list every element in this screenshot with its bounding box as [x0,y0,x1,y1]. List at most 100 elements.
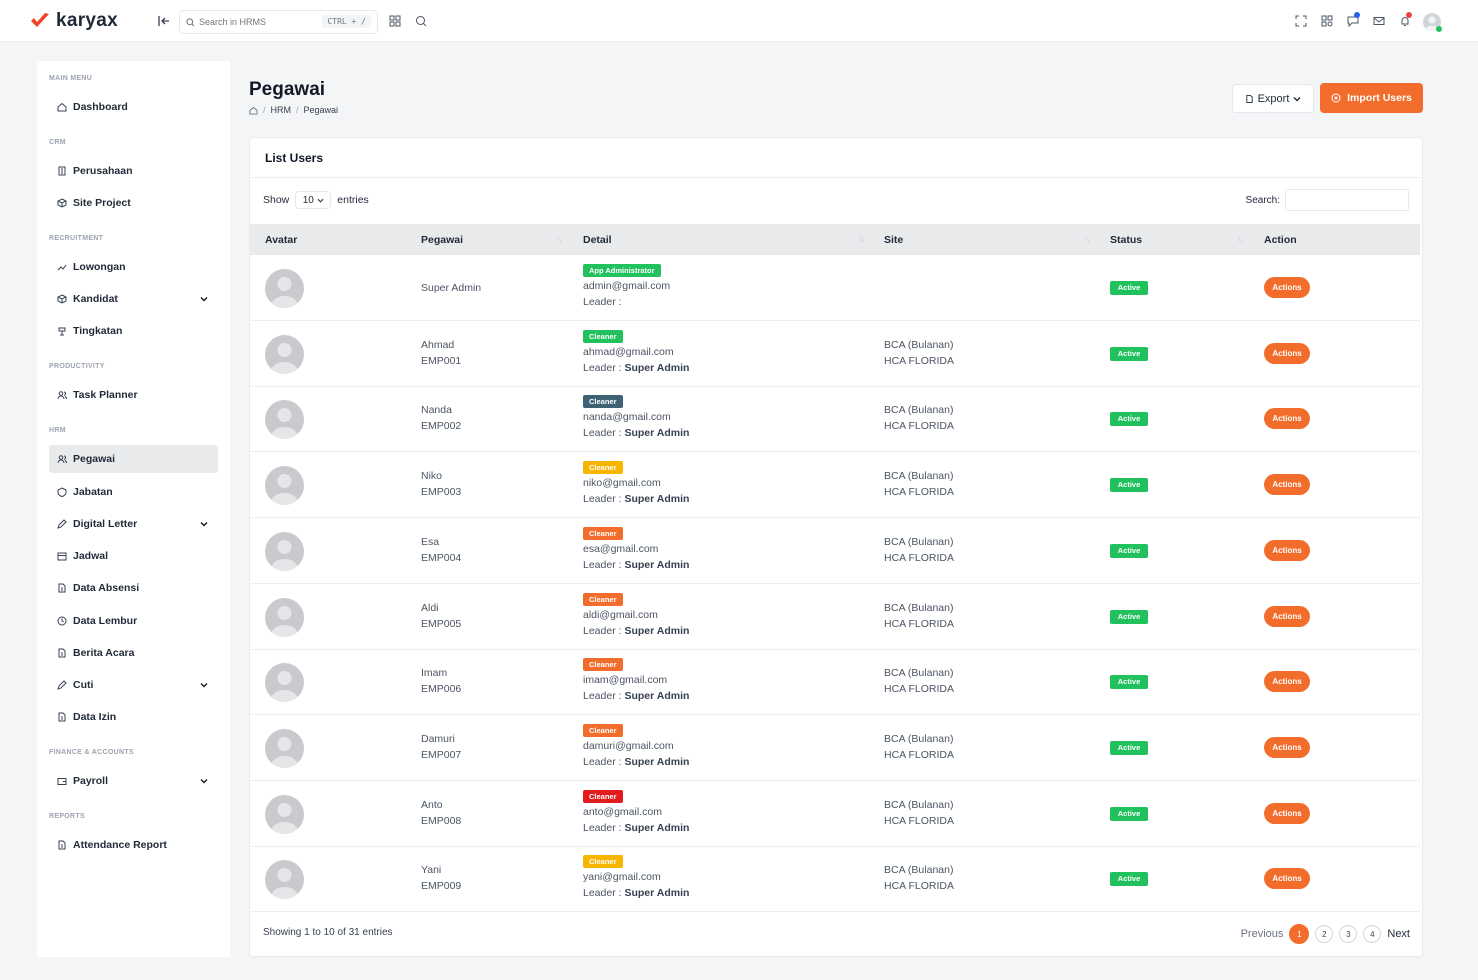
employee-leader: Leader : Super Admin [583,493,690,505]
role-badge: Cleaner [583,855,623,868]
actions-button[interactable]: Actions [1264,474,1310,495]
sidebar-item-jabatan[interactable]: Jabatan [49,478,218,506]
employee-email: esa@gmail.com [583,543,659,555]
employee-id: EMP003 [421,486,462,498]
users-card: List Users Show 10 entries Search: Avata… [249,137,1423,957]
employee-email: aldi@gmail.com [583,609,658,621]
employee-name: Yani [421,864,442,876]
sidebar-item-tingkatan[interactable]: Tingkatan [49,317,218,345]
sort-icon[interactable]: ↑↓ [858,235,865,244]
globe-search-icon[interactable] [415,15,427,27]
sidebar-item-lowongan[interactable]: Lowongan [49,253,218,281]
sidebar-item-berita-acara[interactable]: Berita Acara [49,639,218,667]
sort-icon[interactable]: ↑↓ [1084,235,1091,244]
section-productivity: PRODUCTIVITY [49,363,105,370]
chevron-down-icon [200,297,208,302]
sidebar-item-perusahaan[interactable]: Perusahaan [49,157,218,185]
sidebar-item-cuti[interactable]: Cuti [49,671,218,699]
actions-button[interactable]: Actions [1264,277,1310,298]
employee-id: EMP004 [421,552,462,564]
employee-email: anto@gmail.com [583,806,662,818]
col-action[interactable]: Action [1264,234,1297,246]
employee-name: Niko [421,470,443,482]
actions-button[interactable]: Actions [1264,671,1310,692]
next-button[interactable]: Next [1387,928,1410,940]
sidebar-item-jadwal[interactable]: Jadwal [49,542,218,570]
actions-button[interactable]: Actions [1264,606,1310,627]
site-name: BCA (Bulanan) [884,602,954,614]
entries-select[interactable]: 10 [295,191,332,209]
sidebar-item-data-lembur[interactable]: Data Lembur [49,607,218,635]
bell-icon[interactable] [1399,15,1411,27]
fullscreen-icon[interactable] [1295,15,1307,27]
chat-icon[interactable] [1347,15,1359,27]
mail-icon[interactable] [1373,15,1385,27]
employee-name: Aldi [421,602,439,614]
global-search-input[interactable] [199,17,319,27]
sidebar-item-dashboard[interactable]: Dashboard [49,93,218,121]
site-name: BCA (Bulanan) [884,799,954,811]
edit-icon [57,519,67,529]
avatar [265,598,304,637]
employee-leader: Leader : Super Admin [583,427,690,439]
global-search[interactable]: CTRL + / [179,10,378,34]
sort-icon[interactable]: ↑↓ [556,235,563,244]
sidebar-item-data-izin[interactable]: Data Izin [49,703,218,731]
layout-icon[interactable] [1321,15,1333,27]
employee-id: EMP006 [421,683,462,695]
leader-name: Super Admin [624,625,690,637]
previous-button[interactable]: Previous [1240,928,1284,940]
import-users-button[interactable]: Import Users [1320,83,1423,113]
export-button[interactable]: Export [1232,84,1314,113]
site-location: HCA FLORIDA [884,420,955,432]
sidebar-item-site-project[interactable]: Site Project [49,189,218,217]
apps-grid-icon[interactable] [389,15,401,27]
sidebar-item-data-absensi[interactable]: Data Absensi [49,574,218,602]
pagination: Previous 1 2 3 4 Next [1241,924,1410,944]
status-badge: Active [1110,675,1148,689]
sidebar-item-attendance-report[interactable]: Attendance Report [49,831,218,859]
breadcrumb-pegawai: Pegawai [303,105,339,115]
breadcrumb-hrm[interactable]: HRM [270,105,292,115]
file-icon [1245,94,1253,103]
actions-button[interactable]: Actions [1264,737,1310,758]
col-detail[interactable]: Detail [583,234,612,246]
building-icon [58,166,66,176]
collapse-sidebar-icon[interactable] [157,14,171,28]
actions-button[interactable]: Actions [1264,868,1310,889]
section-hrm: HRM [49,427,66,434]
sidebar-item-task-planner[interactable]: Task Planner [49,381,218,409]
leader-name: Super Admin [624,822,690,834]
page-2-button[interactable]: 2 [1315,925,1334,943]
site-name: BCA (Bulanan) [884,404,954,416]
col-pegawai[interactable]: Pegawai [421,234,464,246]
sidebar-item-kandidat[interactable]: Kandidat [49,285,218,313]
chevron-down-icon [200,522,208,527]
col-status[interactable]: Status [1110,234,1143,246]
employee-name: Damuri [421,733,455,745]
home-icon[interactable] [249,106,258,115]
actions-button[interactable]: Actions [1264,343,1310,364]
site-name: BCA (Bulanan) [884,667,954,679]
page-1-button[interactable]: 1 [1289,924,1310,944]
status-badge: Active [1110,741,1148,755]
clock-icon [57,616,67,626]
employee-email: ahmad@gmail.com [583,346,674,358]
sidebar-item-pegawai[interactable]: Pegawai [49,445,218,473]
actions-button[interactable]: Actions [1264,408,1310,429]
actions-button[interactable]: Actions [1264,540,1310,561]
table-search-input[interactable] [1285,189,1409,211]
card-title: List Users [265,151,324,165]
logo[interactable]: karyax [30,10,118,32]
table-row: Anto EMP008 Cleaner anto@gmail.com Leader : … [250,781,1420,847]
avatar [265,729,304,768]
col-site[interactable]: Site [884,234,904,246]
site-location: HCA FLORIDA [884,355,955,367]
sidebar-item-payroll[interactable]: Payroll [49,767,218,795]
col-avatar[interactable]: Avatar [265,234,298,246]
sidebar-item-digital-letter[interactable]: Digital Letter [49,510,218,538]
page-3-button[interactable]: 3 [1339,925,1358,943]
page-4-button[interactable]: 4 [1363,925,1382,943]
sort-icon[interactable]: ↑↓ [1237,235,1244,244]
actions-button[interactable]: Actions [1264,803,1310,824]
